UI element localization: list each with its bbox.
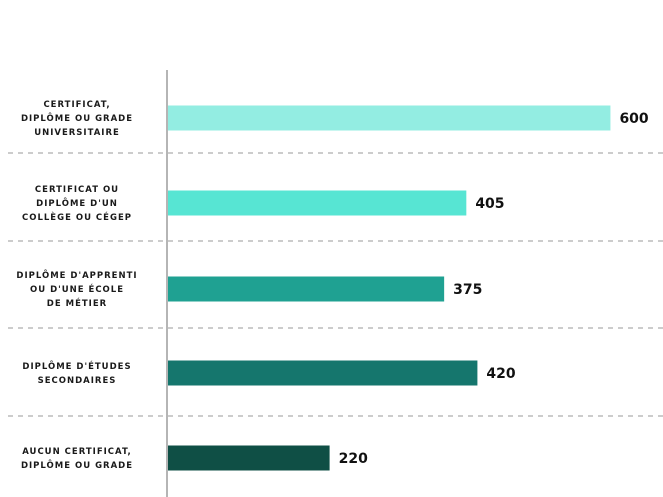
- value-labels: 600 405 375 420 220: [339, 111, 649, 467]
- bar-1: [167, 105, 611, 131]
- value-label-5: 220: [339, 451, 368, 467]
- category-label-line: AUCUN CERTIFICAT,: [22, 447, 132, 457]
- category-label-line: DIPLÔME D'ÉTUDES: [22, 360, 131, 372]
- category-label-line: SECONDAIRES: [38, 376, 117, 386]
- bar-4: [167, 360, 478, 386]
- category-label-4: DIPLÔME D'ÉTUDES SECONDAIRES: [22, 360, 131, 386]
- category-label-line: DE MÉTIER: [47, 297, 107, 309]
- category-label-line: CERTIFICAT,: [43, 100, 110, 110]
- bars: [167, 105, 611, 471]
- category-label-2: CERTIFICAT OU DIPLÔME D'UN COLLÈGE OU CÉGE…: [22, 185, 132, 223]
- category-label-line: DIPLÔME D'APPRENTI: [16, 269, 137, 281]
- bar-3: [167, 276, 445, 302]
- value-label-1: 600: [619, 111, 648, 127]
- category-label-5: AUCUN CERTIFICAT, DIPLÔME OU GRADE: [21, 447, 133, 471]
- category-label-line: CERTIFICAT OU: [35, 185, 119, 195]
- category-label-1: CERTIFICAT, DIPLÔME OU GRADE UNIVERSITAIRE: [21, 100, 133, 138]
- category-label-line: UNIVERSITAIRE: [34, 128, 120, 138]
- category-label-line: OU D'UNE ÉCOLE: [30, 283, 124, 295]
- category-label-line: COLLÈGE OU CÉGEP: [22, 211, 132, 223]
- category-label-line: DIPLÔME D'UN: [36, 197, 118, 209]
- value-label-4: 420: [486, 366, 515, 382]
- category-label-line: DIPLÔME OU GRADE: [21, 459, 133, 471]
- value-label-3: 375: [453, 282, 482, 298]
- category-label-3: DIPLÔME D'APPRENTI OU D'UNE ÉCOLE DE MÉTIE…: [16, 269, 137, 309]
- bar-5: [167, 445, 330, 471]
- category-labels: CERTIFICAT, DIPLÔME OU GRADE UNIVERSITAIRE…: [16, 100, 137, 471]
- category-label-line: DIPLÔME OU GRADE: [21, 112, 133, 124]
- bar-2: [167, 190, 467, 216]
- value-label-2: 405: [475, 196, 504, 212]
